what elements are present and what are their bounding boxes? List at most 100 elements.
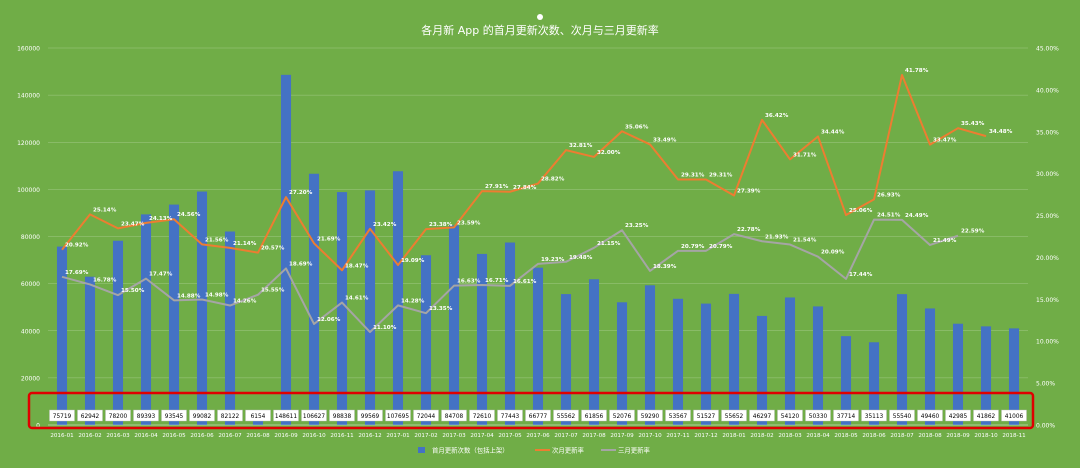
bar-value-label: 6154 bbox=[245, 409, 271, 422]
right-axis-tick-label: 35.00% bbox=[1036, 129, 1059, 136]
bar bbox=[476, 253, 488, 425]
bar-value-label-box bbox=[189, 409, 215, 422]
x-axis-tick-label: 2018-08 bbox=[918, 433, 942, 439]
bar bbox=[812, 306, 824, 425]
three-month-rate-label: 17.47% bbox=[149, 272, 173, 278]
three-month-rate-label: 16.63% bbox=[457, 279, 481, 285]
bar-value-label-box bbox=[749, 409, 775, 422]
bar-value-label: 98838 bbox=[329, 409, 355, 422]
right-axis-tick-label: 15.00% bbox=[1036, 297, 1059, 304]
three-month-rate-label: 21.93% bbox=[765, 234, 789, 240]
left-axis-tick-label: 20000 bbox=[21, 375, 40, 382]
three-month-rate-label: 14.88% bbox=[177, 293, 201, 299]
x-axis-tick-label: 2016-10 bbox=[302, 433, 326, 439]
bar bbox=[672, 298, 684, 425]
bar bbox=[784, 297, 796, 425]
x-axis-tick-label: 2016-05 bbox=[162, 433, 186, 439]
bar-value-label-box bbox=[77, 409, 103, 422]
bar-value-label-box bbox=[861, 409, 887, 422]
x-axis-tick-label: 2016-06 bbox=[190, 433, 214, 439]
next-month-rate-label: 31.71% bbox=[793, 152, 817, 158]
bar-value-label: 75719 bbox=[49, 409, 75, 422]
bar-value-label-text: 55652 bbox=[725, 414, 744, 420]
three-month-rate-label: 24.51% bbox=[877, 213, 901, 219]
x-axis-tick-label: 2018-09 bbox=[946, 433, 970, 439]
x-axis-tick-label: 2016-12 bbox=[358, 433, 381, 439]
bar-value-label: 54120 bbox=[777, 409, 803, 422]
bar-value-label: 37714 bbox=[833, 409, 859, 422]
left-axis: 0 20000 40000 60000 80000 100000 120000 140000 1… bbox=[17, 46, 40, 430]
left-axis-tick-label: 60000 bbox=[21, 281, 40, 288]
bar bbox=[896, 294, 908, 425]
bar-value-label-text: 41862 bbox=[977, 414, 996, 420]
bar-value-label-text: 35113 bbox=[865, 414, 884, 420]
x-axis: 2016-01 2016-02 2016-03 2016-04 2016-05 2016-… bbox=[48, 424, 1028, 439]
bar-value-label: 72610 bbox=[469, 409, 495, 422]
x-axis-tick-label: 2018-07 bbox=[890, 433, 914, 439]
bar-value-label-box bbox=[637, 409, 663, 422]
bar-value-label: 62942 bbox=[77, 409, 103, 422]
bar-value-label: 77443 bbox=[497, 409, 523, 422]
right-axis-tick-label: 5.00% bbox=[1036, 381, 1055, 388]
bar-value-label: 106627 bbox=[301, 409, 327, 422]
next-month-rate-label: 28.82% bbox=[541, 177, 565, 183]
bar bbox=[84, 276, 96, 425]
bar bbox=[392, 171, 404, 425]
bar-value-label-box bbox=[525, 409, 551, 422]
right-axis-tick-label: 10.00% bbox=[1036, 339, 1059, 346]
bar-value-label-text: 148611 bbox=[275, 414, 297, 420]
bar-value-label-text: 77443 bbox=[501, 414, 520, 420]
legend: 首月更新次数（包括上架） 次月更新率 三月更新率 bbox=[418, 446, 651, 455]
x-axis-tick-label: 2018-02 bbox=[750, 433, 773, 439]
bar bbox=[196, 191, 208, 425]
line-series: 20.92% 25.14% 23.47% 24.13% 24.56% 21.56% 21.1… bbox=[61, 68, 1013, 334]
next-month-rate-label: 25.06% bbox=[849, 208, 873, 214]
bar-value-label-box bbox=[609, 409, 635, 422]
three-month-rate-label: 17.69% bbox=[65, 270, 89, 276]
bar-value-label: 35113 bbox=[861, 409, 887, 422]
top-handle bbox=[537, 14, 543, 20]
x-axis-tick-label: 2017-12 bbox=[694, 433, 717, 439]
left-axis-tick-label: 0 bbox=[36, 423, 40, 430]
left-axis-tick-label: 140000 bbox=[17, 93, 40, 100]
bar-value-label-box bbox=[161, 409, 187, 422]
bar-value-label: 99569 bbox=[357, 409, 383, 422]
x-axis-tick-label: 2018-06 bbox=[862, 433, 886, 439]
left-axis-tick-label: 40000 bbox=[21, 328, 40, 335]
bar-value-label-text: 41006 bbox=[1005, 414, 1024, 420]
left-axis-tick-label: 100000 bbox=[17, 187, 40, 194]
bar-value-label: 41006 bbox=[1001, 409, 1027, 422]
bar-value-label: 59290 bbox=[637, 409, 663, 422]
bar-value-label: 41862 bbox=[973, 409, 999, 422]
three-month-rate-label: 21.54% bbox=[793, 238, 817, 244]
x-axis-tick-label: 2017-04 bbox=[470, 433, 494, 439]
bar bbox=[616, 302, 628, 425]
bar bbox=[504, 242, 516, 425]
right-axis-tick-label: 40.00% bbox=[1036, 87, 1059, 94]
bar-value-label-box bbox=[721, 409, 747, 422]
bar-value-label-text: 99569 bbox=[361, 414, 380, 420]
bar-value-label-text: 53567 bbox=[669, 414, 688, 420]
three-month-rate-label: 14.61% bbox=[345, 296, 369, 302]
next-month-rate-label: 24.56% bbox=[177, 212, 201, 218]
bar bbox=[756, 315, 768, 425]
bar bbox=[140, 214, 152, 425]
bar-value-label-box bbox=[693, 409, 719, 422]
three-month-rate-label: 22.78% bbox=[737, 227, 761, 233]
bar bbox=[420, 255, 432, 425]
bar-value-label: 50330 bbox=[805, 409, 831, 422]
bar-value-label-box bbox=[973, 409, 999, 422]
bar-value-label-box bbox=[273, 409, 299, 422]
bar-value-label-box bbox=[357, 409, 383, 422]
highlight-box bbox=[27, 391, 1035, 430]
bar-value-label: 78200 bbox=[105, 409, 131, 422]
bar bbox=[308, 173, 320, 425]
bar-value-label-text: 59290 bbox=[641, 414, 660, 420]
three-month-rate-label: 13.35% bbox=[429, 306, 453, 312]
bar-value-label-box bbox=[497, 409, 523, 422]
next-month-rate-label: 27.91% bbox=[485, 184, 509, 190]
three-month-rate-label: 19.23% bbox=[541, 257, 565, 263]
bar-value-label-text: 75719 bbox=[53, 414, 72, 420]
right-axis-tick-label: 25.00% bbox=[1036, 213, 1059, 220]
bar-value-label: 42985 bbox=[945, 409, 971, 422]
